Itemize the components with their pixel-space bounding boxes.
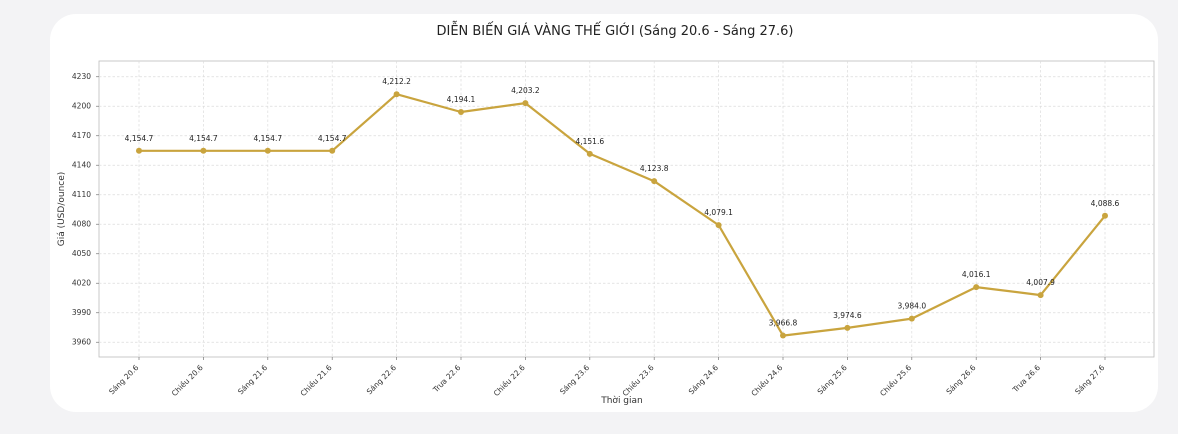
data-point xyxy=(264,147,271,154)
x-tick-label: Sáng 26.6 xyxy=(944,363,977,396)
series-price xyxy=(136,91,1108,339)
x-tick-label: Chiều 24.6 xyxy=(749,363,784,398)
price-line xyxy=(139,93,1106,337)
x-tick-label: Trưa 22.6 xyxy=(431,363,463,395)
data-point xyxy=(136,147,142,154)
y-tick-label: 3960 xyxy=(72,338,91,347)
data-label: 3,974.6 xyxy=(833,311,862,320)
data-labels: 4,154.7 4,154.7 4,154.7 4,154.7 4,212.2 4,194… xyxy=(125,77,1120,327)
data-point xyxy=(780,332,786,339)
data-point xyxy=(200,147,207,154)
data-label: 4,088.6 xyxy=(1091,199,1120,208)
y-axis-label: Giá (USD/ounce) xyxy=(57,172,67,247)
data-point xyxy=(1102,212,1108,219)
data-label: 4,194.1 xyxy=(447,95,476,104)
x-tick-label: Sáng 25.6 xyxy=(816,363,849,396)
x-tick-label: Sáng 22.6 xyxy=(365,363,398,396)
data-label: 4,123.8 xyxy=(640,164,669,173)
data-point xyxy=(908,315,915,322)
x-tick-label: Sáng 21.6 xyxy=(236,363,269,396)
x-tick-label: Chiều 20.6 xyxy=(170,363,205,398)
y-tick-label: 4020 xyxy=(72,279,91,288)
data-point xyxy=(1037,292,1044,299)
data-point xyxy=(458,109,464,116)
grid-lines xyxy=(99,61,1154,357)
data-label: 4,203.2 xyxy=(511,86,540,95)
data-point xyxy=(329,147,336,154)
x-tick-label: Chiều 23.6 xyxy=(621,363,656,398)
y-tick-label: 4080 xyxy=(72,220,91,229)
y-axis-ticks: 3960 3990 4020 4050 4080 4110 4140 4170 4200 4230 xyxy=(72,72,99,347)
data-point xyxy=(715,222,722,229)
chart-card xyxy=(50,14,1158,412)
data-point xyxy=(651,178,658,185)
data-point xyxy=(522,100,529,107)
x-axis-label: Thời gian xyxy=(600,395,643,406)
x-tick-label: Chiều 22.6 xyxy=(492,363,527,398)
data-label: 4,154.7 xyxy=(125,134,154,143)
data-point xyxy=(586,150,593,157)
chart-title: DIỄN BIẾN GIÁ VÀNG THẾ GIỚI (Sáng 20.6 -… xyxy=(436,22,793,39)
y-tick-label: 4230 xyxy=(72,72,91,81)
data-label: 3,984.0 xyxy=(897,302,926,311)
data-label: 4,154.7 xyxy=(253,134,282,143)
y-tick-label: 3990 xyxy=(72,308,91,317)
data-label: 4,154.7 xyxy=(318,134,347,143)
x-tick-label: Sáng 23.6 xyxy=(558,363,591,396)
data-label: 4,079.1 xyxy=(704,208,733,217)
data-label: 4,212.2 xyxy=(382,77,411,86)
plot-area xyxy=(98,60,1155,358)
data-point xyxy=(973,284,980,291)
data-label: 4,007.9 xyxy=(1026,278,1055,287)
x-tick-label: Chiều 21.6 xyxy=(299,363,334,398)
data-label: 3,966.8 xyxy=(769,319,798,328)
x-tick-label: Sáng 20.6 xyxy=(107,363,140,396)
y-tick-label: 4140 xyxy=(72,161,91,170)
data-point xyxy=(844,324,851,331)
data-label: 4,016.1 xyxy=(962,270,991,279)
x-tick-label: Sáng 24.6 xyxy=(687,363,720,396)
data-point xyxy=(393,91,400,98)
data-label: 4,151.6 xyxy=(575,137,604,146)
y-tick-label: 4170 xyxy=(72,131,91,140)
y-tick-label: 4110 xyxy=(72,190,91,199)
x-tick-label: Sáng 27.6 xyxy=(1073,363,1106,396)
y-tick-label: 4200 xyxy=(72,102,91,111)
x-axis-ticks: Sáng 20.6 Chiều 20.6 Sáng 21.6 Chiều 21.6 Sá… xyxy=(107,357,1107,398)
y-tick-label: 4050 xyxy=(72,249,91,258)
data-label: 4,154.7 xyxy=(189,134,218,143)
x-tick-label: Trưa 26.6 xyxy=(1010,363,1042,395)
x-tick-label: Chiều 25.6 xyxy=(878,363,913,398)
